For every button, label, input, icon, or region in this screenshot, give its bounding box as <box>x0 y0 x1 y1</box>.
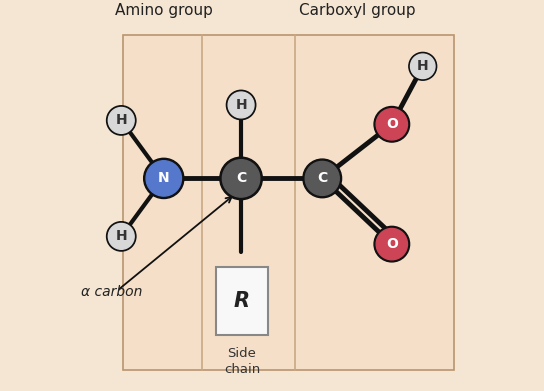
Circle shape <box>228 92 254 118</box>
Circle shape <box>303 159 342 198</box>
Circle shape <box>411 54 435 79</box>
Circle shape <box>374 106 410 142</box>
Circle shape <box>222 160 260 197</box>
Text: R: R <box>234 291 250 311</box>
Bar <box>216 267 268 335</box>
Circle shape <box>108 108 134 133</box>
Circle shape <box>376 109 407 140</box>
Circle shape <box>226 90 256 120</box>
Circle shape <box>305 161 339 196</box>
Text: N: N <box>158 171 170 185</box>
Circle shape <box>144 158 184 199</box>
Circle shape <box>146 161 182 196</box>
Circle shape <box>374 226 410 262</box>
Bar <box>123 36 454 370</box>
Text: O: O <box>386 117 398 131</box>
Circle shape <box>107 222 136 251</box>
Text: Amino group: Amino group <box>115 3 213 18</box>
Text: H: H <box>115 113 127 127</box>
Text: H: H <box>235 98 247 112</box>
Circle shape <box>107 106 136 135</box>
Text: C: C <box>236 171 246 185</box>
Circle shape <box>220 157 262 200</box>
Text: H: H <box>417 59 429 73</box>
Text: H: H <box>115 230 127 243</box>
Text: C: C <box>317 171 327 185</box>
Text: Side
chain: Side chain <box>224 346 260 375</box>
Circle shape <box>108 224 134 249</box>
Circle shape <box>409 52 437 80</box>
Circle shape <box>376 228 407 260</box>
Text: O: O <box>386 237 398 251</box>
Text: Carboxyl group: Carboxyl group <box>299 3 416 18</box>
Text: α carbon: α carbon <box>81 285 142 300</box>
